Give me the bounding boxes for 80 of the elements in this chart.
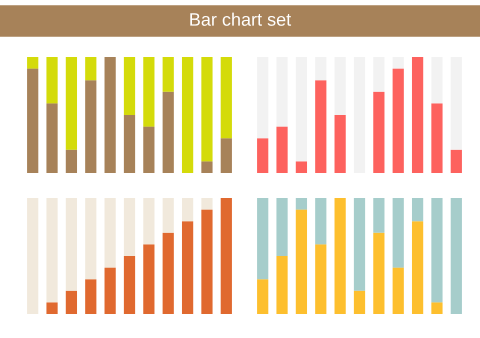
bar <box>104 57 116 173</box>
bar <box>276 198 288 256</box>
bar <box>124 115 136 173</box>
bar <box>220 198 232 314</box>
bar <box>162 57 174 92</box>
bar <box>392 268 404 314</box>
bar <box>124 256 136 314</box>
bar <box>85 279 96 314</box>
bar <box>392 57 404 69</box>
bar <box>257 279 268 314</box>
bar <box>354 198 366 291</box>
bar <box>201 161 213 173</box>
bar <box>201 57 213 162</box>
bar <box>431 103 443 173</box>
bar <box>257 198 268 280</box>
bar <box>46 198 58 302</box>
bar <box>412 221 424 314</box>
bar <box>124 198 136 256</box>
bar <box>373 232 384 314</box>
bar <box>182 198 194 222</box>
bar <box>182 57 194 173</box>
bar <box>162 92 174 173</box>
bar <box>182 221 194 314</box>
bar <box>450 198 462 314</box>
bar <box>66 290 78 314</box>
bar <box>373 92 384 173</box>
bar <box>143 198 154 244</box>
bar <box>373 57 384 92</box>
bar <box>334 115 346 173</box>
bar <box>27 68 38 173</box>
bar <box>315 80 326 173</box>
bar <box>46 103 58 173</box>
bar <box>201 198 213 210</box>
bar <box>143 126 154 173</box>
bar <box>431 57 443 104</box>
bar <box>27 57 38 69</box>
bar <box>296 161 308 173</box>
bar <box>257 138 268 173</box>
bar <box>27 198 38 314</box>
chart-title: Bar chart set <box>190 12 292 26</box>
bar <box>143 57 154 127</box>
bar <box>162 232 174 314</box>
bar <box>66 150 78 173</box>
bar <box>66 198 78 291</box>
bar <box>431 198 443 302</box>
bar <box>104 268 116 314</box>
bar <box>315 244 326 314</box>
bar <box>124 57 136 115</box>
bar <box>450 57 462 150</box>
bar <box>66 57 78 150</box>
bar <box>373 198 384 233</box>
bar <box>296 210 308 314</box>
bar <box>450 150 462 173</box>
bar <box>412 57 424 173</box>
bar <box>276 126 288 173</box>
bar <box>85 80 96 173</box>
bar <box>315 57 326 80</box>
bar <box>296 57 308 162</box>
bar <box>46 302 58 314</box>
bar <box>162 198 174 233</box>
bar <box>334 198 346 314</box>
bar <box>431 302 443 314</box>
bar <box>354 290 366 314</box>
bar <box>85 57 96 80</box>
bar <box>296 198 308 210</box>
bar <box>104 198 116 268</box>
bar <box>220 57 232 138</box>
bar <box>276 57 288 127</box>
bar <box>257 57 268 138</box>
bar <box>392 198 404 268</box>
bar <box>412 198 424 222</box>
bar <box>85 198 96 280</box>
bar <box>334 57 346 115</box>
bar <box>201 210 213 314</box>
bar <box>220 138 232 173</box>
bar <box>392 68 404 173</box>
bar <box>46 57 58 104</box>
bar <box>143 244 154 314</box>
bar <box>315 198 326 244</box>
bar <box>276 256 288 314</box>
